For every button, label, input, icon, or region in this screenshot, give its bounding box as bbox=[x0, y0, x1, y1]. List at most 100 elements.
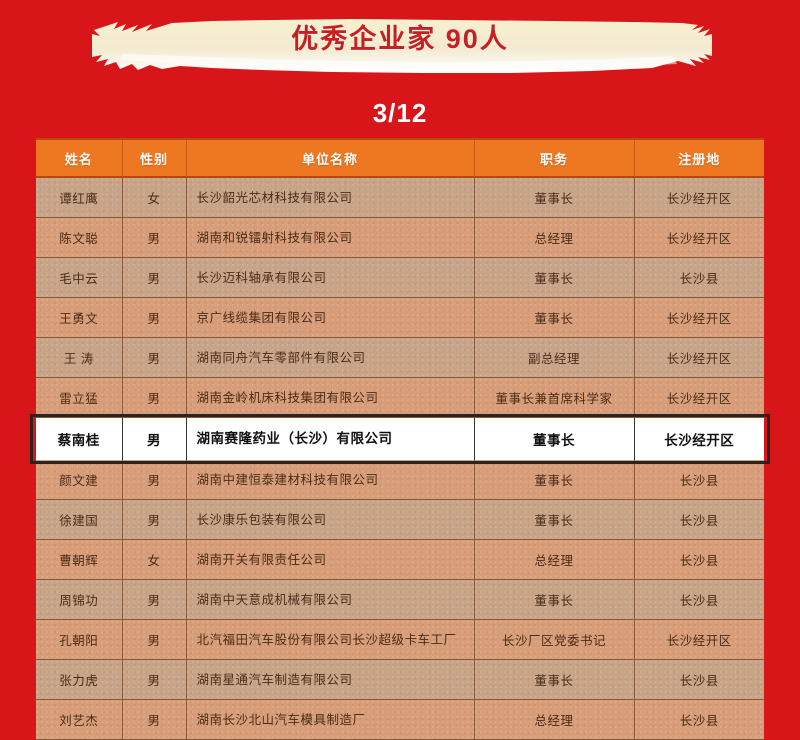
cell-gender: 男 bbox=[122, 217, 187, 258]
table-row[interactable]: 刘艺杰男湖南长沙北山汽车模具制造厂 总经理 长沙县 bbox=[36, 699, 764, 740]
table-row[interactable]: 王勇文男京广线缆集团有限公司 董事长 长沙经开区 bbox=[36, 297, 764, 338]
cell-region: 长沙县 bbox=[634, 460, 764, 500]
cell-title: 副总经理 bbox=[474, 337, 635, 378]
cell-company: 湖南和锐镭射科技有限公司 bbox=[186, 217, 475, 258]
cell-company: 湖南中天意成机械有限公司 bbox=[186, 579, 475, 620]
table-row[interactable]: 毛中云男长沙迈科轴承有限公司 董事长 长沙县 bbox=[36, 257, 764, 298]
cell-name: 曹朝辉 bbox=[36, 539, 123, 580]
cell-title: 董事长 bbox=[474, 460, 635, 500]
cell-name: 王勇文 bbox=[36, 297, 123, 338]
cell-gender: 男 bbox=[122, 337, 187, 378]
cell-gender: 女 bbox=[122, 177, 187, 218]
cell-title: 总经理 bbox=[474, 539, 635, 580]
cell-region: 长沙经开区 bbox=[634, 377, 764, 418]
table-row[interactable]: 孔朝阳男北汽福田汽车股份有限公司长沙超级卡车工厂 长沙厂区党委书记 长沙经开区 bbox=[36, 619, 764, 660]
column-header-company: 单位名称 bbox=[186, 140, 475, 178]
cell-gender: 男 bbox=[122, 417, 187, 460]
cell-company: 湖南中建恒泰建材科技有限公司 bbox=[186, 460, 475, 500]
cell-name: 刘艺杰 bbox=[36, 699, 123, 740]
cell-region: 长沙县 bbox=[634, 579, 764, 620]
cell-gender: 男 bbox=[122, 499, 187, 540]
page-indicator: 3/12 bbox=[372, 98, 428, 128]
table-top-rule bbox=[36, 138, 764, 140]
cell-title: 董事长 bbox=[474, 257, 635, 298]
cell-company: 长沙迈科轴承有限公司 bbox=[186, 257, 475, 298]
cell-gender: 男 bbox=[122, 377, 187, 418]
cell-region: 长沙经开区 bbox=[634, 337, 764, 378]
cell-region: 长沙县 bbox=[634, 257, 764, 298]
page-title: 优秀企业家 90人 bbox=[291, 24, 509, 54]
cell-gender: 男 bbox=[122, 460, 187, 500]
cell-region: 长沙经开区 bbox=[634, 297, 764, 338]
roster-table-frame: 姓名 性别 单位名称 职务 注册地 谭红鹰女长沙韶光芯材科技有限公司 董事长 长沙经… bbox=[36, 140, 764, 740]
cell-title: 总经理 bbox=[474, 217, 635, 258]
cell-company: 湖南开关有限责任公司 bbox=[186, 539, 475, 580]
cell-title: 董事长 bbox=[474, 297, 635, 338]
brush-stroke-icon bbox=[92, 19, 712, 73]
cell-company: 长沙韶光芯材科技有限公司 bbox=[186, 177, 475, 218]
table-header: 姓名 性别 单位名称 职务 注册地 bbox=[36, 140, 764, 178]
cell-name: 张力虎 bbox=[36, 659, 123, 700]
cell-name: 陈文聪 bbox=[36, 217, 123, 258]
column-header-title: 职务 bbox=[474, 140, 635, 178]
cell-name: 颜文建 bbox=[36, 460, 123, 500]
banner: 优秀企业家 90人 bbox=[0, 0, 800, 92]
cell-region: 长沙经开区 bbox=[634, 619, 764, 660]
cell-region: 长沙经开区 bbox=[634, 217, 764, 258]
cell-title: 长沙厂区党委书记 bbox=[474, 619, 635, 660]
cell-gender: 男 bbox=[122, 257, 187, 298]
roster-table: 姓名 性别 单位名称 职务 注册地 谭红鹰女长沙韶光芯材科技有限公司 董事长 长沙经… bbox=[36, 140, 764, 740]
table-row[interactable]: 王 涛男湖南同舟汽车零部件有限公司 副总经理 长沙经开区 bbox=[36, 337, 764, 378]
cell-company: 京广线缆集团有限公司 bbox=[186, 297, 475, 338]
cell-name: 毛中云 bbox=[36, 257, 123, 298]
table-row-highlighted[interactable]: 蔡南桂男湖南赛隆药业（长沙）有限公司 董事长 长沙经开区 bbox=[36, 417, 764, 460]
cell-gender: 男 bbox=[122, 297, 187, 338]
cell-name: 谭红鹰 bbox=[36, 177, 123, 218]
table-row[interactable]: 雷立猛男湖南金岭机床科技集团有限公司 董事长兼首席科学家 长沙经开区 bbox=[36, 377, 764, 418]
column-header-region: 注册地 bbox=[634, 140, 764, 178]
cell-company: 湖南同舟汽车零部件有限公司 bbox=[186, 337, 475, 378]
cell-gender: 男 bbox=[122, 579, 187, 620]
cell-gender: 男 bbox=[122, 619, 187, 660]
cell-title: 董事长 bbox=[474, 579, 635, 620]
cell-company: 北汽福田汽车股份有限公司长沙超级卡车工厂 bbox=[186, 619, 475, 660]
cell-region: 长沙县 bbox=[634, 659, 764, 700]
table-row[interactable]: 周锦功男湖南中天意成机械有限公司 董事长 长沙县 bbox=[36, 579, 764, 620]
cell-region: 长沙经开区 bbox=[634, 417, 764, 460]
table-row[interactable]: 曹朝辉女湖南开关有限责任公司 总经理 长沙县 bbox=[36, 539, 764, 580]
table-row[interactable]: 张力虎男湖南星通汽车制造有限公司 董事长 长沙县 bbox=[36, 659, 764, 700]
cell-company: 湖南长沙北山汽车模具制造厂 bbox=[186, 699, 475, 740]
cell-company: 湖南星通汽车制造有限公司 bbox=[186, 659, 475, 700]
column-header-gender: 性别 bbox=[122, 140, 187, 178]
cell-gender: 女 bbox=[122, 539, 187, 580]
cell-title: 董事长 bbox=[474, 659, 635, 700]
cell-name: 孔朝阳 bbox=[36, 619, 123, 660]
table-body: 谭红鹰女长沙韶光芯材科技有限公司 董事长 长沙经开区 陈文聪男湖南和锐镭射科技有限公司… bbox=[36, 177, 764, 740]
cell-name: 王 涛 bbox=[36, 337, 123, 378]
cell-name: 蔡南桂 bbox=[36, 417, 123, 460]
cell-region: 长沙县 bbox=[634, 499, 764, 540]
cell-title: 董事长 bbox=[474, 417, 635, 460]
cell-region: 长沙县 bbox=[634, 539, 764, 580]
cell-gender: 男 bbox=[122, 699, 187, 740]
table-header-row: 姓名 性别 单位名称 职务 注册地 bbox=[36, 140, 764, 178]
cell-title: 董事长兼首席科学家 bbox=[474, 377, 635, 418]
cell-region: 长沙经开区 bbox=[634, 177, 764, 218]
column-header-name: 姓名 bbox=[36, 140, 123, 178]
table-row[interactable]: 陈文聪男湖南和锐镭射科技有限公司 总经理 长沙经开区 bbox=[36, 217, 764, 258]
cell-gender: 男 bbox=[122, 659, 187, 700]
cell-title: 董事长 bbox=[474, 499, 635, 540]
cell-title: 总经理 bbox=[474, 699, 635, 740]
cell-name: 徐建国 bbox=[36, 499, 123, 540]
cell-company: 湖南赛隆药业（长沙）有限公司 bbox=[186, 417, 475, 460]
cell-company: 湖南金岭机床科技集团有限公司 bbox=[186, 377, 475, 418]
cell-region: 长沙县 bbox=[634, 699, 764, 740]
cell-company: 长沙康乐包装有限公司 bbox=[186, 499, 475, 540]
cell-title: 董事长 bbox=[474, 177, 635, 218]
table-row[interactable]: 颜文建男湖南中建恒泰建材科技有限公司 董事长 长沙县 bbox=[36, 460, 764, 500]
table-row[interactable]: 徐建国男长沙康乐包装有限公司 董事长 长沙县 bbox=[36, 499, 764, 540]
cell-name: 雷立猛 bbox=[36, 377, 123, 418]
cell-name: 周锦功 bbox=[36, 579, 123, 620]
table-row[interactable]: 谭红鹰女长沙韶光芯材科技有限公司 董事长 长沙经开区 bbox=[36, 177, 764, 218]
